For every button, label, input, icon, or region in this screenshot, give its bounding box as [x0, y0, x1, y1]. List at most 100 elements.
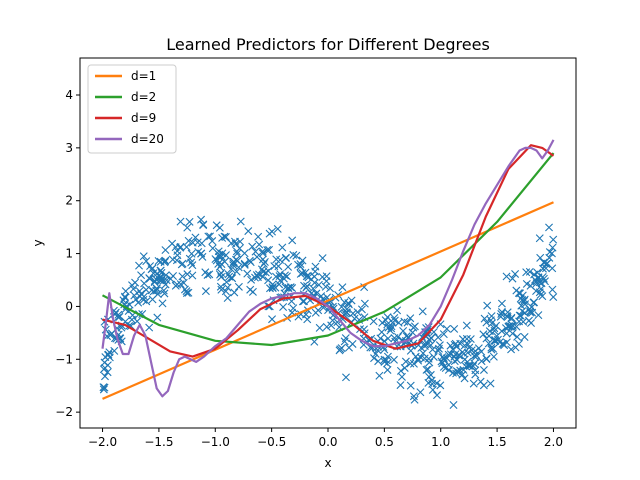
- y-tick-label: 3: [65, 141, 73, 155]
- scatter-point: [508, 321, 517, 330]
- scatter-point: [310, 272, 319, 281]
- y-tick-label: 1: [65, 247, 73, 261]
- scatter-point: [453, 355, 462, 364]
- scatter-point: [303, 282, 312, 291]
- scatter-point: [197, 215, 206, 224]
- scatter-point: [371, 349, 380, 358]
- scatter-point: [406, 314, 415, 323]
- scatter-point: [268, 315, 277, 324]
- scatter-point: [495, 338, 504, 347]
- scatter-point: [296, 260, 305, 269]
- scatter-point: [312, 289, 321, 298]
- scatter-point: [100, 358, 109, 367]
- scatter-point: [158, 299, 167, 308]
- scatter-point: [536, 253, 545, 262]
- scatter-point: [370, 354, 379, 363]
- legend-label: d=20: [131, 132, 164, 146]
- scatter-point: [178, 259, 187, 268]
- scatter-point: [497, 309, 506, 318]
- scatter-point: [369, 317, 378, 326]
- scatter-point: [502, 272, 511, 281]
- scatter-point: [460, 355, 469, 364]
- scatter-point: [169, 272, 178, 280]
- scatter-point: [466, 335, 475, 344]
- x-axis-label: x: [324, 456, 331, 470]
- scatter-point: [154, 256, 163, 265]
- scatter-point: [465, 362, 474, 371]
- scatter-point: [161, 256, 170, 265]
- scatter-point: [513, 332, 522, 341]
- scatter-point: [499, 340, 508, 349]
- scatter-point: [159, 286, 168, 295]
- scatter-point: [232, 267, 241, 276]
- scatter-point: [389, 355, 398, 364]
- scatter-point: [251, 273, 260, 282]
- scatter-point: [187, 249, 196, 258]
- legend-label: d=9: [131, 111, 156, 125]
- scatter-point: [401, 357, 410, 366]
- scatter-point: [172, 256, 181, 265]
- scatter-point: [484, 339, 493, 348]
- scatter-point: [131, 278, 140, 287]
- scatter-point: [176, 217, 185, 226]
- scatter-point: [342, 373, 350, 382]
- scatter-point: [452, 369, 461, 378]
- scatter-point: [380, 355, 389, 364]
- scatter-point: [212, 221, 221, 230]
- scatter-point: [247, 275, 256, 284]
- scatter-point: [139, 252, 148, 261]
- scatter-point: [246, 258, 255, 267]
- scatter-point: [201, 287, 210, 296]
- scatter-point: [350, 314, 359, 323]
- legend-label: d=1: [131, 69, 156, 83]
- scatter-point: [434, 346, 443, 355]
- scatter-point: [420, 342, 429, 351]
- scatter-point: [436, 381, 445, 390]
- scatter-point: [459, 365, 468, 374]
- scatter-point: [260, 258, 269, 266]
- scatter-point: [216, 282, 225, 291]
- scatter-point: [284, 283, 293, 292]
- x-tick-label: 1.5: [488, 435, 507, 449]
- scatter-points: [99, 215, 558, 409]
- scatter-point: [199, 221, 208, 230]
- scatter-point: [420, 354, 429, 363]
- scatter-point: [458, 335, 467, 344]
- scatter-point: [426, 370, 435, 379]
- scatter-point: [208, 244, 217, 253]
- scatter-point: [455, 351, 464, 360]
- scatter-point: [508, 329, 517, 338]
- scatter-point: [348, 309, 357, 318]
- scatter-point: [483, 301, 492, 310]
- scatter-point: [406, 346, 415, 355]
- scatter-point: [446, 350, 455, 359]
- scatter-point: [353, 308, 362, 317]
- scatter-point: [303, 315, 312, 324]
- scatter-point: [265, 245, 274, 254]
- scatter-point: [427, 333, 436, 342]
- scatter-point: [300, 281, 309, 290]
- scatter-point: [409, 359, 418, 368]
- scatter-point: [439, 330, 448, 339]
- x-tick-label: 2.0: [544, 435, 563, 449]
- scatter-point: [516, 294, 525, 303]
- scatter-point: [188, 238, 197, 247]
- scatter-point: [480, 314, 489, 323]
- scatter-point: [406, 381, 415, 390]
- scatter-point: [409, 323, 418, 332]
- scatter-point: [535, 234, 544, 243]
- scatter-point: [479, 365, 488, 374]
- scatter-point: [214, 247, 223, 256]
- scatter-point: [525, 305, 534, 314]
- scatter-point: [191, 233, 200, 242]
- scatter-point: [482, 354, 491, 363]
- scatter-point: [150, 276, 159, 285]
- scatter-point: [298, 256, 307, 265]
- scatter-point: [185, 254, 194, 263]
- scatter-point: [263, 245, 272, 254]
- scatter-point: [133, 317, 142, 326]
- scatter-point: [268, 283, 277, 292]
- scatter-point: [539, 264, 547, 273]
- scatter-point: [180, 285, 189, 294]
- scatter-point: [205, 270, 214, 279]
